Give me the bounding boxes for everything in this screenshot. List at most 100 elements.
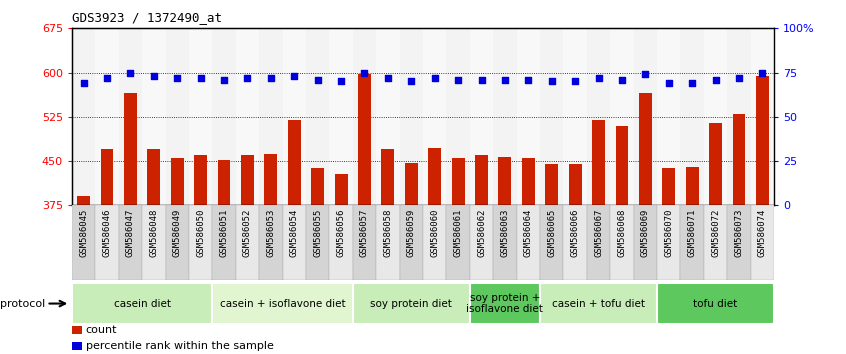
Bar bbox=[118, 28, 142, 205]
Point bbox=[358, 70, 371, 75]
Bar bbox=[756, 75, 769, 205]
Bar bbox=[704, 28, 728, 205]
Bar bbox=[750, 205, 774, 280]
Text: GSM586060: GSM586060 bbox=[431, 209, 439, 257]
Text: casein + isoflavone diet: casein + isoflavone diet bbox=[220, 298, 345, 309]
Bar bbox=[212, 205, 236, 280]
Bar bbox=[475, 155, 488, 205]
Text: percentile rank within the sample: percentile rank within the sample bbox=[86, 341, 274, 351]
Bar bbox=[382, 149, 394, 205]
Bar bbox=[728, 28, 750, 205]
Point bbox=[404, 79, 418, 84]
Bar bbox=[470, 205, 493, 280]
Bar bbox=[563, 205, 587, 280]
Bar bbox=[447, 205, 470, 280]
Bar bbox=[517, 28, 540, 205]
Bar bbox=[423, 28, 447, 205]
Point bbox=[755, 70, 769, 75]
Point bbox=[591, 75, 605, 81]
Bar bbox=[96, 205, 118, 280]
Text: GSM586050: GSM586050 bbox=[196, 209, 205, 257]
Point bbox=[170, 75, 184, 81]
Bar bbox=[587, 205, 610, 280]
Bar bbox=[311, 168, 324, 205]
Bar bbox=[470, 283, 540, 324]
Bar bbox=[124, 93, 137, 205]
Point bbox=[217, 77, 231, 82]
Bar bbox=[546, 164, 558, 205]
Bar bbox=[72, 205, 96, 280]
Bar bbox=[563, 28, 587, 205]
Text: GSM586051: GSM586051 bbox=[220, 209, 228, 257]
Bar bbox=[452, 158, 464, 205]
Bar bbox=[423, 205, 447, 280]
Point bbox=[452, 77, 465, 82]
Text: GSM586059: GSM586059 bbox=[407, 209, 415, 257]
Text: GSM586049: GSM586049 bbox=[173, 209, 182, 257]
Bar bbox=[634, 28, 657, 205]
Text: casein diet: casein diet bbox=[113, 298, 171, 309]
Bar bbox=[212, 28, 236, 205]
Bar bbox=[335, 174, 348, 205]
Point bbox=[662, 80, 675, 86]
Point bbox=[381, 75, 394, 81]
Bar bbox=[592, 120, 605, 205]
Text: tofu diet: tofu diet bbox=[694, 298, 738, 309]
Point bbox=[288, 73, 301, 79]
Bar bbox=[306, 28, 329, 205]
Text: GSM586057: GSM586057 bbox=[360, 209, 369, 257]
Bar bbox=[329, 28, 353, 205]
Point bbox=[240, 75, 254, 81]
Point bbox=[147, 73, 161, 79]
Bar bbox=[376, 28, 399, 205]
Bar bbox=[288, 120, 300, 205]
Bar bbox=[522, 158, 535, 205]
Bar bbox=[662, 168, 675, 205]
Bar bbox=[142, 205, 166, 280]
Bar bbox=[376, 205, 399, 280]
Bar bbox=[166, 205, 189, 280]
Text: GSM586065: GSM586065 bbox=[547, 209, 556, 257]
Bar bbox=[353, 205, 376, 280]
Bar bbox=[212, 283, 353, 324]
Point bbox=[521, 77, 536, 82]
Bar bbox=[750, 28, 774, 205]
Text: GSM586055: GSM586055 bbox=[313, 209, 322, 257]
Text: soy protein diet: soy protein diet bbox=[371, 298, 453, 309]
Bar bbox=[733, 114, 745, 205]
Text: GSM586064: GSM586064 bbox=[524, 209, 533, 257]
Bar bbox=[77, 196, 90, 205]
Point bbox=[124, 70, 137, 75]
Bar bbox=[634, 205, 657, 280]
Text: GSM586046: GSM586046 bbox=[102, 209, 112, 257]
Text: protocol: protocol bbox=[0, 298, 45, 309]
Text: count: count bbox=[86, 325, 118, 335]
Bar bbox=[353, 28, 376, 205]
Bar bbox=[358, 74, 371, 205]
Bar bbox=[101, 149, 113, 205]
Text: GSM586068: GSM586068 bbox=[618, 209, 626, 257]
Bar bbox=[540, 283, 657, 324]
Bar bbox=[142, 28, 166, 205]
Bar bbox=[329, 205, 353, 280]
Point bbox=[311, 77, 325, 82]
Bar bbox=[166, 28, 189, 205]
Bar bbox=[540, 205, 563, 280]
Bar bbox=[657, 283, 774, 324]
Text: GSM586061: GSM586061 bbox=[453, 209, 463, 257]
Bar bbox=[283, 28, 306, 205]
Text: GSM586069: GSM586069 bbox=[641, 209, 650, 257]
Point bbox=[334, 79, 348, 84]
Bar bbox=[493, 28, 517, 205]
Bar bbox=[72, 326, 82, 335]
Text: GDS3923 / 1372490_at: GDS3923 / 1372490_at bbox=[72, 11, 222, 24]
Text: casein + tofu diet: casein + tofu diet bbox=[552, 298, 645, 309]
Text: GSM586071: GSM586071 bbox=[688, 209, 696, 257]
Bar bbox=[470, 28, 493, 205]
Text: GSM586063: GSM586063 bbox=[501, 209, 509, 257]
Text: GSM586058: GSM586058 bbox=[383, 209, 393, 257]
Text: GSM586056: GSM586056 bbox=[337, 209, 345, 257]
Point bbox=[639, 72, 652, 77]
Bar bbox=[517, 205, 540, 280]
Bar bbox=[259, 28, 283, 205]
